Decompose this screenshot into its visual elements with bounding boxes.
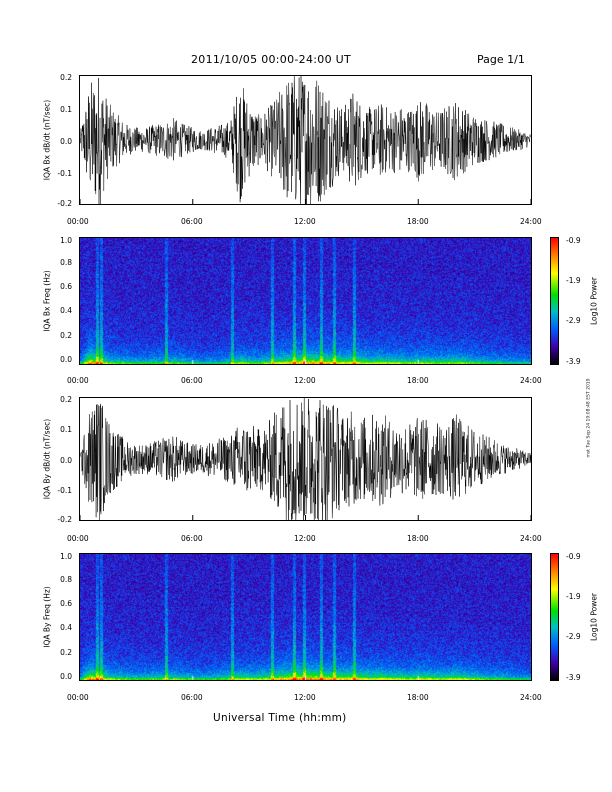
by-dbdt-plot: [80, 398, 531, 520]
x-tick: 00:00: [67, 217, 89, 226]
y-tick: -0.1: [57, 486, 72, 495]
x-tick: 24:00: [520, 376, 542, 385]
x-tick: 06:00: [181, 217, 203, 226]
x-tick: 06:00: [181, 693, 203, 702]
bx-spectrogram: [80, 238, 531, 364]
colorbar-tick: -3.9: [566, 673, 581, 682]
y-tick: 0.0: [60, 672, 72, 681]
y-tick: -0.1: [57, 169, 72, 178]
by-dbdt-panel: [79, 397, 532, 521]
page-number: Page 1/1: [477, 53, 525, 66]
y-tick: -0.2: [57, 199, 72, 208]
x-axis-label: Universal Time (hh:mm): [213, 712, 347, 724]
x-tick: 06:00: [181, 534, 203, 543]
generation-stamp: mst Tue Sep 24 19:08:48 EST 2019: [586, 378, 592, 458]
x-tick: 18:00: [407, 693, 429, 702]
y-tick: 0.2: [60, 395, 72, 404]
y-tick: -0.2: [57, 515, 72, 524]
x-tick: 18:00: [407, 534, 429, 543]
x-tick: 00:00: [67, 376, 89, 385]
by-freq-ylabel: IQA By Freq (Hz): [42, 586, 52, 648]
by-spectrogram-panel: [79, 553, 532, 681]
bx-dbdt-panel: [79, 75, 532, 205]
y-tick: 0.4: [60, 306, 72, 315]
y-tick: 0.8: [60, 258, 72, 267]
y-tick: 0.2: [60, 331, 72, 340]
y-tick: 1.0: [60, 236, 72, 245]
x-tick: 24:00: [520, 693, 542, 702]
colorbar-tick: -0.9: [566, 552, 581, 561]
x-tick: 12:00: [294, 217, 316, 226]
colorbar-tick: -3.9: [566, 357, 581, 366]
x-tick: 12:00: [294, 534, 316, 543]
by-spectrogram: [80, 554, 531, 680]
x-tick: 00:00: [67, 693, 89, 702]
y-tick: 0.2: [60, 648, 72, 657]
y-tick: 0.4: [60, 623, 72, 632]
y-tick: 0.2: [60, 73, 72, 82]
colorbar-tick: -1.9: [566, 276, 581, 285]
bx-dbdt-plot: [80, 76, 531, 204]
x-tick: 18:00: [407, 217, 429, 226]
by-colorbar: [550, 553, 559, 681]
x-tick: 12:00: [294, 376, 316, 385]
y-tick: 0.1: [60, 105, 72, 114]
y-tick: 0.0: [60, 137, 72, 146]
colorbar-label: Log10 Power: [589, 593, 599, 641]
bx-colorbar: [550, 237, 559, 365]
y-tick: 0.6: [60, 599, 72, 608]
y-tick: 0.0: [60, 456, 72, 465]
colorbar-tick: -2.9: [566, 316, 581, 325]
x-tick: 24:00: [520, 534, 542, 543]
y-tick: 0.1: [60, 425, 72, 434]
colorbar-tick: -2.9: [566, 632, 581, 641]
bx-spectrogram-panel: [79, 237, 532, 365]
trace-line: [80, 398, 531, 520]
x-tick: 12:00: [294, 693, 316, 702]
x-tick: 24:00: [520, 217, 542, 226]
trace-line: [80, 76, 531, 204]
colorbar-label: Log10 Power: [589, 277, 599, 325]
x-tick: 00:00: [67, 534, 89, 543]
y-tick: 0.0: [60, 355, 72, 364]
colorbar-tick: -1.9: [566, 592, 581, 601]
y-tick: 0.8: [60, 575, 72, 584]
x-tick: 06:00: [181, 376, 203, 385]
page-title: 2011/10/05 00:00-24:00 UT: [191, 53, 352, 66]
colorbar-tick: -0.9: [566, 236, 581, 245]
y-tick: 1.0: [60, 552, 72, 561]
x-tick: 18:00: [407, 376, 429, 385]
y-tick: 0.6: [60, 282, 72, 291]
bx-freq-ylabel: IQA Bx Freq (Hz): [42, 270, 52, 332]
